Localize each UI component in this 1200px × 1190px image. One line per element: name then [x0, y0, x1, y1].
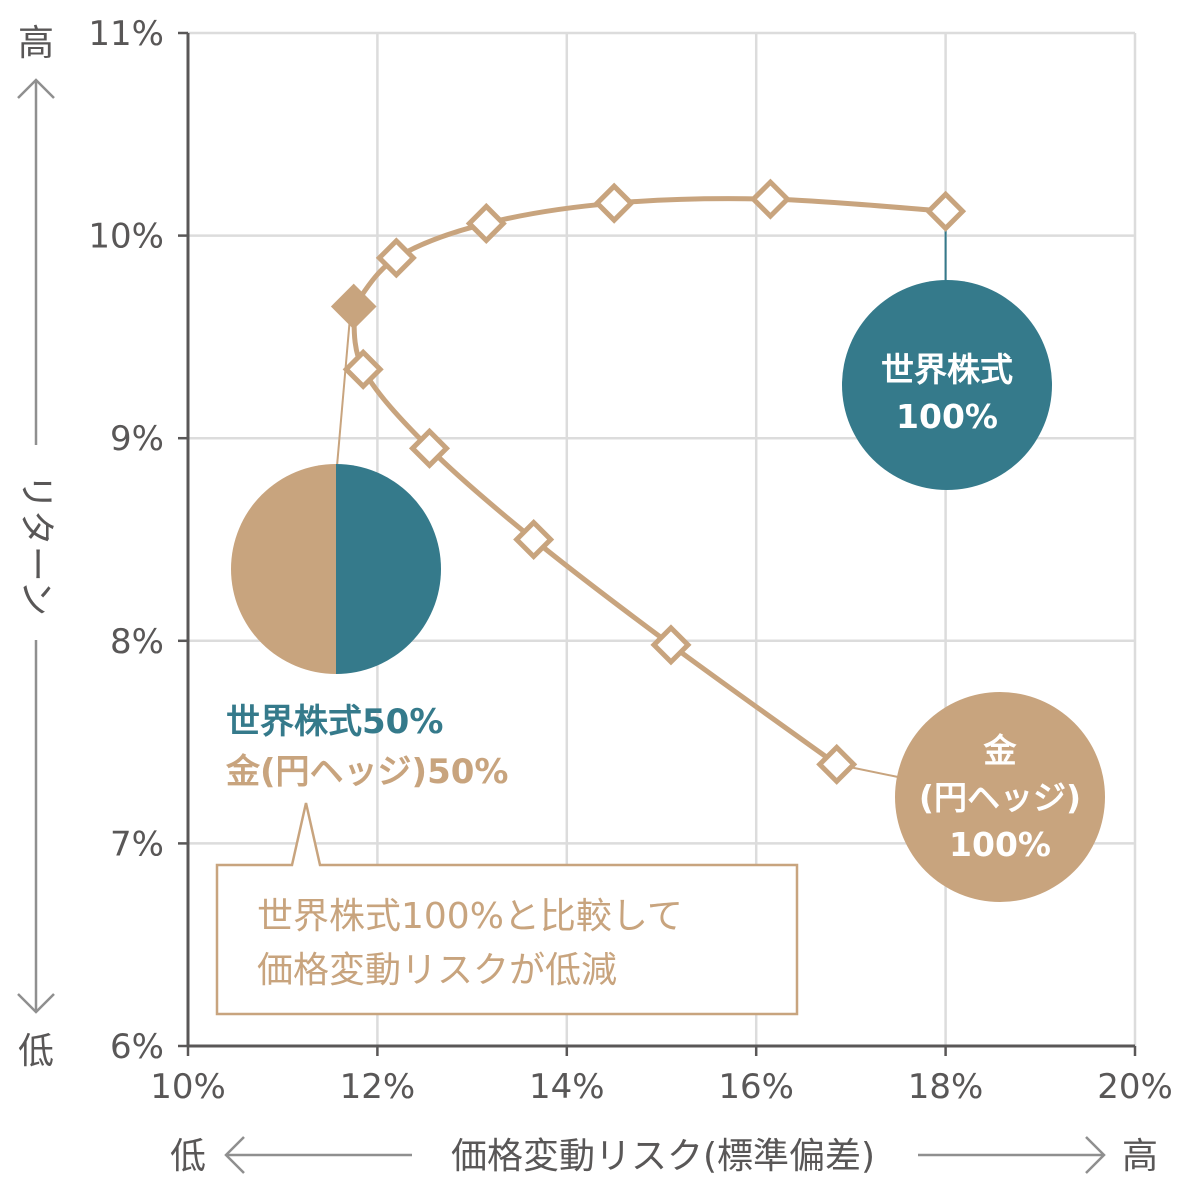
- marker-s0-p3: [593, 182, 635, 224]
- axes: [178, 31, 1137, 1056]
- marker-s1-p2: [408, 427, 451, 469]
- highlight-marker-50-50: [330, 283, 377, 330]
- x-arrow-left-head: [224, 1136, 245, 1174]
- y-tick-label-4: 10%: [88, 217, 164, 257]
- marker-s1-p1: [342, 348, 384, 390]
- series-lines: [351, 196, 946, 767]
- gold-bubble-line3: 100%: [949, 825, 1051, 864]
- stock-100-bubble: 世界株式 100%: [842, 280, 1052, 490]
- y-arrow-down-head: [17, 993, 55, 1014]
- stock-bubble-line1: 世界株式: [881, 350, 1013, 389]
- gold-bubble-circle: [895, 692, 1105, 902]
- mix-pie: [231, 464, 441, 674]
- marker-s0-p2: [465, 202, 507, 244]
- tick-labels: 10% 12% 14% 16% 18% 20% 6% 7% 8% 9% 10% 11%: [88, 14, 1172, 1107]
- x-tick-label-3: 16%: [718, 1067, 794, 1107]
- series-line-0: [351, 196, 946, 309]
- pie-stock-half: [336, 464, 441, 674]
- x-tick-label-1: 12%: [340, 1067, 416, 1107]
- marker-s0-p1: [375, 237, 417, 279]
- mix-legend-gold: 金(円ヘッジ)50%: [225, 752, 508, 792]
- callout-line1: 世界株式100%と比較して: [257, 896, 683, 937]
- callout-box: [215, 802, 799, 1016]
- x-axis-low-label: 低: [170, 1136, 206, 1177]
- y-axis-high-label: 高: [18, 23, 54, 64]
- x-arrow-right-head: [1085, 1136, 1106, 1174]
- y-arrow-up-head: [17, 78, 55, 99]
- stock-bubble-line2: 100%: [896, 397, 998, 436]
- y-axis-title: リターン: [16, 474, 57, 616]
- marker-s1-p4: [650, 624, 692, 666]
- marker-s0-p5: [925, 190, 967, 232]
- mix-connector: [336, 320, 351, 467]
- gold-bubble-line1: 金: [983, 731, 1018, 770]
- gold-100-bubble: 金 (円ヘッジ) 100%: [895, 692, 1105, 902]
- stock-bubble-circle: [842, 280, 1052, 490]
- y-tick-label-3: 9%: [110, 419, 164, 459]
- axis-arrows: [17, 78, 1106, 1174]
- gold-bubble-line2: (円ヘッジ): [919, 778, 1081, 817]
- y-tick-label-0: 6%: [110, 1027, 164, 1067]
- series-markers: [330, 178, 967, 785]
- risk-reduction-callout: 世界株式100%と比較して 価格変動リスクが低減: [215, 802, 799, 1016]
- x-tick-label-5: 20%: [1097, 1067, 1173, 1107]
- pie-gold-half: [231, 464, 336, 674]
- x-axis-high-label: 高: [1122, 1136, 1158, 1177]
- marker-s1-p3: [513, 518, 555, 561]
- mix-legend-stock: 世界株式50%: [226, 702, 443, 742]
- x-tick-label-0: 10%: [150, 1067, 226, 1107]
- x-tick-label-4: 18%: [908, 1067, 984, 1107]
- y-tick-label-1: 7%: [110, 824, 164, 864]
- y-tick-label-2: 8%: [110, 622, 164, 662]
- marker-s1-p5: [816, 743, 858, 785]
- callout-line2: 価格変動リスクが低減: [257, 950, 617, 991]
- x-axis-title: 価格変動リスク(標準偏差): [451, 1136, 875, 1177]
- marker-s0-p4: [749, 178, 791, 220]
- connector-lines: [336, 211, 947, 778]
- y-tick-label-5: 11%: [88, 14, 164, 54]
- y-axis-low-label: 低: [18, 1031, 54, 1072]
- x-tick-label-2: 14%: [529, 1067, 605, 1107]
